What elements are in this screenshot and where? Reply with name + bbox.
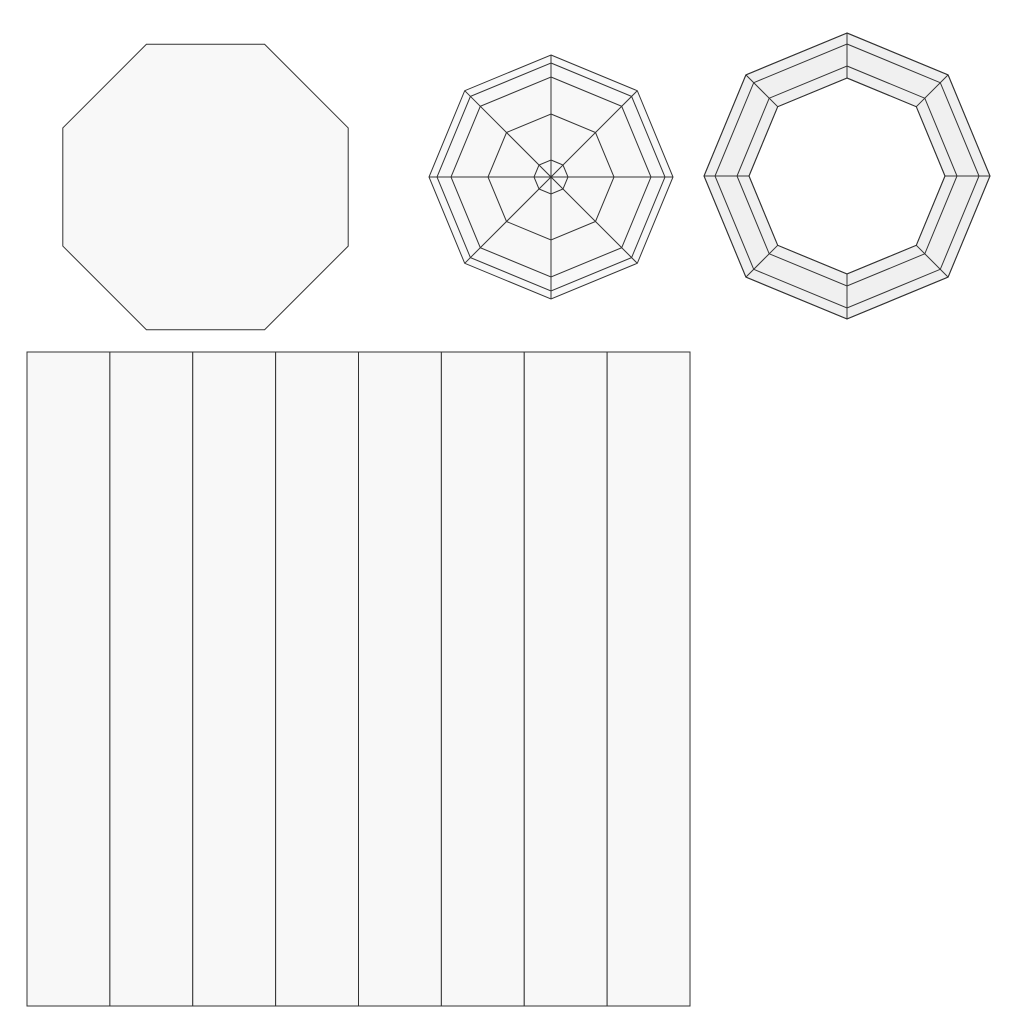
frame-seam-6	[745, 244, 779, 278]
octagon-radial-mesh	[428, 54, 674, 300]
strip-4	[275, 351, 360, 1007]
mesh-spoke-2	[550, 90, 638, 178]
strip-6	[440, 351, 525, 1007]
strip-2	[109, 351, 194, 1007]
strip-1	[26, 351, 111, 1007]
flat-octagon	[62, 43, 349, 331]
strip-7	[523, 351, 608, 1007]
frame-ring-4	[748, 77, 946, 275]
octagon-frame	[703, 32, 991, 320]
strip-8	[606, 351, 691, 1007]
frame-seam-2	[915, 74, 949, 108]
octagon-face	[62, 43, 349, 331]
uv-strip-layout	[26, 351, 691, 1007]
frame-seam-4	[915, 244, 949, 278]
strip-5	[358, 351, 442, 1007]
strip-3	[192, 351, 277, 1007]
mesh-spoke-8	[464, 90, 552, 178]
mesh-spoke-6	[464, 176, 552, 264]
frame-seam-8	[745, 74, 779, 108]
mesh-spoke-4	[550, 176, 638, 264]
